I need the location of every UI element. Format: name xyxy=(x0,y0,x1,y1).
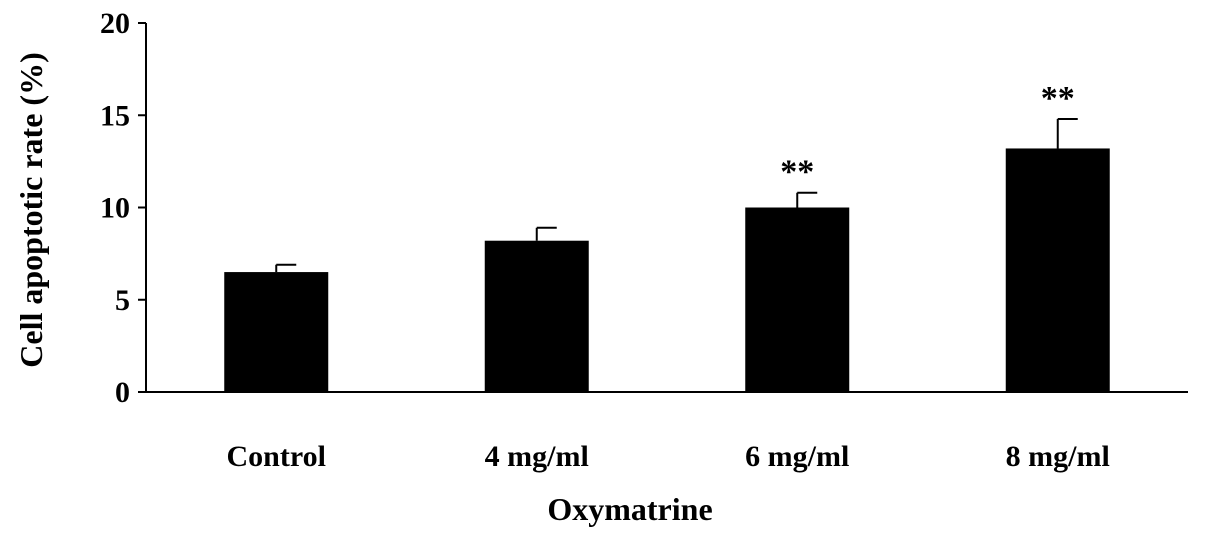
x-category-label: Control xyxy=(227,440,326,473)
y-tick-label: 15 xyxy=(100,99,130,132)
significance-label-3: ** xyxy=(1041,80,1075,117)
x-axis-title: Oxymatrine xyxy=(547,491,712,527)
bar-3 xyxy=(1005,148,1110,392)
y-tick-label: 0 xyxy=(115,376,130,409)
x-category-label: 6 mg/ml xyxy=(745,440,849,473)
x-axis: Control 4 mg/ml 6 mg/ml 8 mg/ml xyxy=(146,391,1188,473)
bar-2 xyxy=(745,207,850,392)
y-axis-title: Cell apoptotic rate (%) xyxy=(13,52,49,367)
x-category-label: 4 mg/ml xyxy=(485,440,589,473)
y-tick-label: 20 xyxy=(100,7,130,40)
y-tick-label: 10 xyxy=(100,192,130,225)
bars: ** ** xyxy=(224,80,1110,392)
bar-1 xyxy=(484,240,589,392)
bar-0 xyxy=(224,272,329,392)
x-category-label: 8 mg/ml xyxy=(1006,440,1110,473)
y-tick-label: 5 xyxy=(115,284,130,317)
y-axis: 0 5 10 15 20 xyxy=(100,7,147,409)
significance-label-2: ** xyxy=(780,154,814,191)
